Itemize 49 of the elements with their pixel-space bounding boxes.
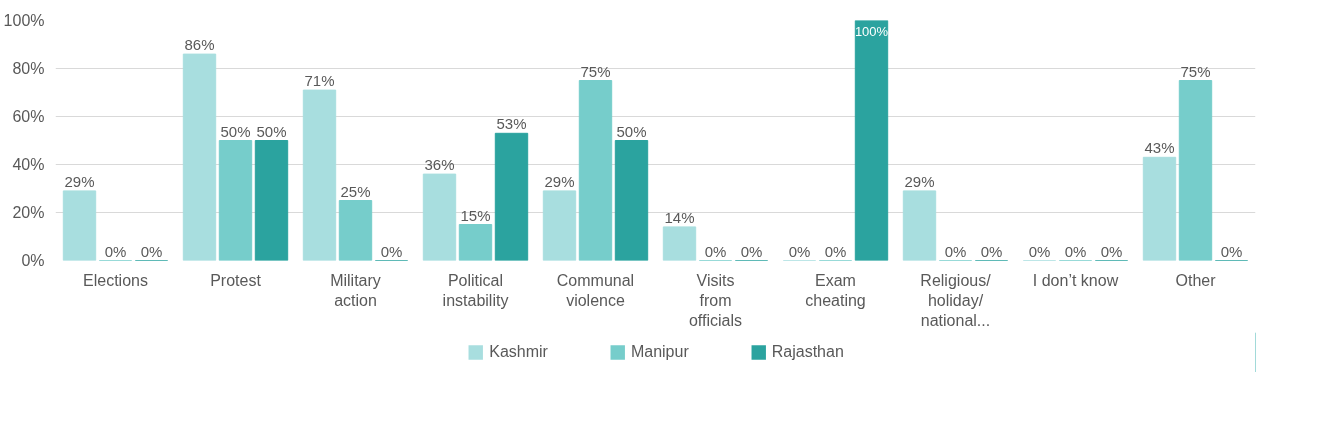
data-label: 0% — [944, 242, 967, 260]
data-label: 0% — [1064, 242, 1087, 260]
legend-label: Manipur — [630, 343, 689, 361]
x-tick-label: Political instability — [442, 271, 509, 309]
data-label: 50% — [256, 122, 287, 140]
data-label: 29% — [64, 172, 95, 190]
data-label: 0% — [1100, 242, 1123, 260]
data-label: 0% — [380, 242, 403, 260]
data-label: 0% — [1220, 242, 1243, 260]
legend-label: Rajasthan — [771, 343, 844, 361]
data-label: 0% — [788, 242, 811, 260]
data-label: 0% — [104, 242, 127, 260]
x-tick-label: Protest — [210, 271, 262, 289]
x-tick-label: Elections — [83, 271, 148, 289]
data-label: 50% — [616, 122, 647, 140]
x-tick-label: Visits from officials — [688, 271, 743, 330]
y-tick-label: 20% — [12, 204, 45, 221]
data-label: 36% — [424, 156, 455, 174]
y-tick-label: 100% — [3, 12, 45, 29]
data-label: 29% — [544, 172, 575, 190]
y-tick-label: 40% — [12, 156, 45, 173]
x-tick-label: Military action — [330, 271, 381, 309]
legend-label: Kashmir — [489, 343, 548, 361]
y-tick-label: 60% — [12, 108, 45, 125]
y-tick-label: 80% — [12, 60, 45, 77]
data-label: 0% — [704, 242, 727, 260]
data-label: 75% — [580, 62, 611, 80]
x-tick-label: Exam cheating — [805, 271, 866, 309]
y-tick-label: 0% — [21, 252, 45, 269]
data-label: 0% — [824, 242, 847, 260]
data-label: 0% — [140, 242, 163, 260]
data-label: 0% — [1028, 242, 1051, 260]
x-tick-label: Other — [1175, 271, 1217, 289]
data-label: 15% — [460, 206, 491, 224]
x-tick-label: Religious/ holiday/ national... — [920, 271, 992, 330]
x-tick-label: I don’t know — [1032, 271, 1119, 289]
data-label: 25% — [340, 182, 371, 200]
data-label: 50% — [220, 122, 251, 140]
data-label: 53% — [496, 115, 527, 133]
data-label: 14% — [664, 208, 695, 226]
data-label: 86% — [184, 36, 215, 54]
data-label: 75% — [1180, 62, 1211, 80]
data-label: 71% — [304, 72, 335, 90]
data-label: 29% — [904, 172, 935, 190]
data-label: 100% — [854, 23, 889, 39]
data-label: 0% — [980, 242, 1003, 260]
data-label: 0% — [740, 242, 763, 260]
data-label: 43% — [1144, 139, 1175, 157]
x-tick-label: Communal violence — [556, 271, 635, 309]
